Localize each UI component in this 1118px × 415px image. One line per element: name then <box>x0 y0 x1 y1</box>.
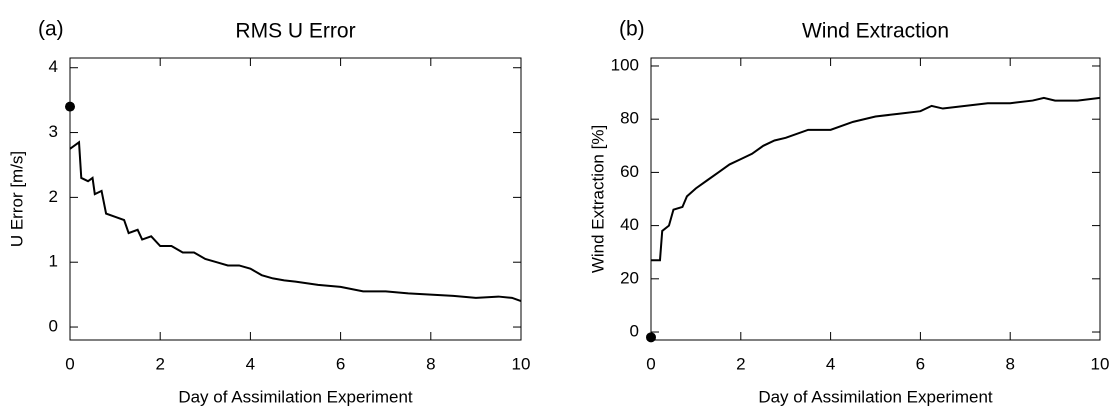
y-tick-label: 2 <box>49 187 58 206</box>
y-tick-label: 1 <box>49 252 58 271</box>
y-tick-label: 3 <box>49 122 58 141</box>
plot-frame <box>650 57 1101 341</box>
x-tick-label: 2 <box>736 354 745 373</box>
y-tick-label: 0 <box>630 322 639 341</box>
data-point <box>65 101 75 112</box>
chart-title: Wind Extraction <box>802 20 949 43</box>
y-tick-label: 80 <box>620 109 639 128</box>
x-tick-label: 10 <box>512 354 531 373</box>
x-axis-label: Day of Assimilation Experiment <box>178 387 413 406</box>
x-tick-label: 2 <box>155 354 164 373</box>
x-tick-label: 8 <box>426 354 435 373</box>
x-tick-label: 4 <box>246 354 255 373</box>
x-tick-label: 6 <box>916 354 925 373</box>
y-tick-label: 0 <box>49 317 58 336</box>
data-line <box>69 140 522 303</box>
x-tick-label: 4 <box>826 354 835 373</box>
x-tick-label: 0 <box>65 354 74 373</box>
y-tick-label: 20 <box>620 268 639 287</box>
chart-title: RMS U Error <box>235 20 355 43</box>
panel-label: (a) <box>38 18 64 41</box>
x-tick-label: 10 <box>1091 354 1110 373</box>
x-axis-label: Day of Assimilation Experiment <box>758 387 993 406</box>
y-tick-label: 60 <box>620 162 639 181</box>
data-line <box>651 96 1101 262</box>
data-point <box>646 332 656 343</box>
y-axis-label: U Error [m/s] <box>7 151 26 247</box>
x-tick-label: 8 <box>1005 354 1014 373</box>
panel-label: (b) <box>619 18 645 41</box>
x-tick-label: 0 <box>646 354 655 373</box>
y-axis-label: Wind Extraction [%] <box>588 125 607 273</box>
plot-frame <box>69 57 522 341</box>
y-tick-label: 100 <box>611 55 639 74</box>
y-tick-label: 40 <box>620 215 639 234</box>
x-tick-label: 6 <box>336 354 345 373</box>
y-tick-label: 4 <box>49 57 58 76</box>
